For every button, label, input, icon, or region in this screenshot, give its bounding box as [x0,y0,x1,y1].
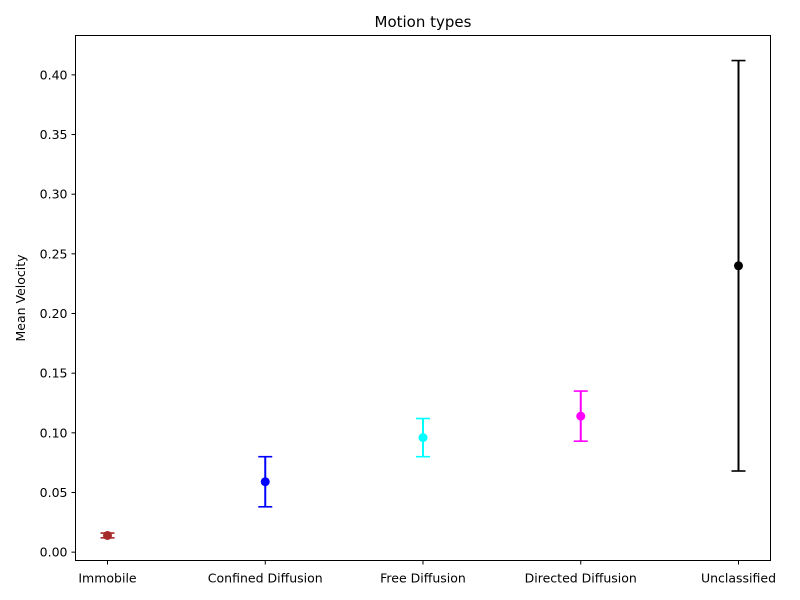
data-point [576,411,586,421]
y-tick-label: 0.20 [40,306,68,321]
x-tick-label: Directed Diffusion [525,571,637,586]
y-axis-label: Mean Velocity [13,254,28,342]
data-point [103,530,112,540]
y-tick-label: 0.35 [40,127,68,142]
x-tick-label: Immobile [78,571,137,586]
data-points [100,59,746,540]
data-point [418,433,428,443]
y-tick-label: 0.30 [40,187,68,202]
y-tick-label: 0.15 [40,366,68,381]
y-tick-label: 0.05 [40,485,68,500]
y-axis: 0.00 0.05 0.10 0.15 0.20 0.25 0.30 0.35 0.40 [40,67,76,560]
x-tick-label: Confined Diffusion [208,571,323,586]
y-tick-label: 0.10 [40,425,68,440]
chart-title: Motion types [375,13,472,31]
data-point [734,261,743,271]
plot-frame [75,35,771,561]
y-tick-label: 0.25 [40,246,68,261]
x-tick-label: Unclassified [701,571,776,586]
y-tick-label: 0.40 [40,67,68,82]
data-point [260,477,270,487]
y-tick-label: 0.00 [40,545,68,560]
x-tick-label: Free Diffusion [380,571,466,586]
x-axis: Immobile Confined Diffusion Free Diffusion… [78,560,776,586]
